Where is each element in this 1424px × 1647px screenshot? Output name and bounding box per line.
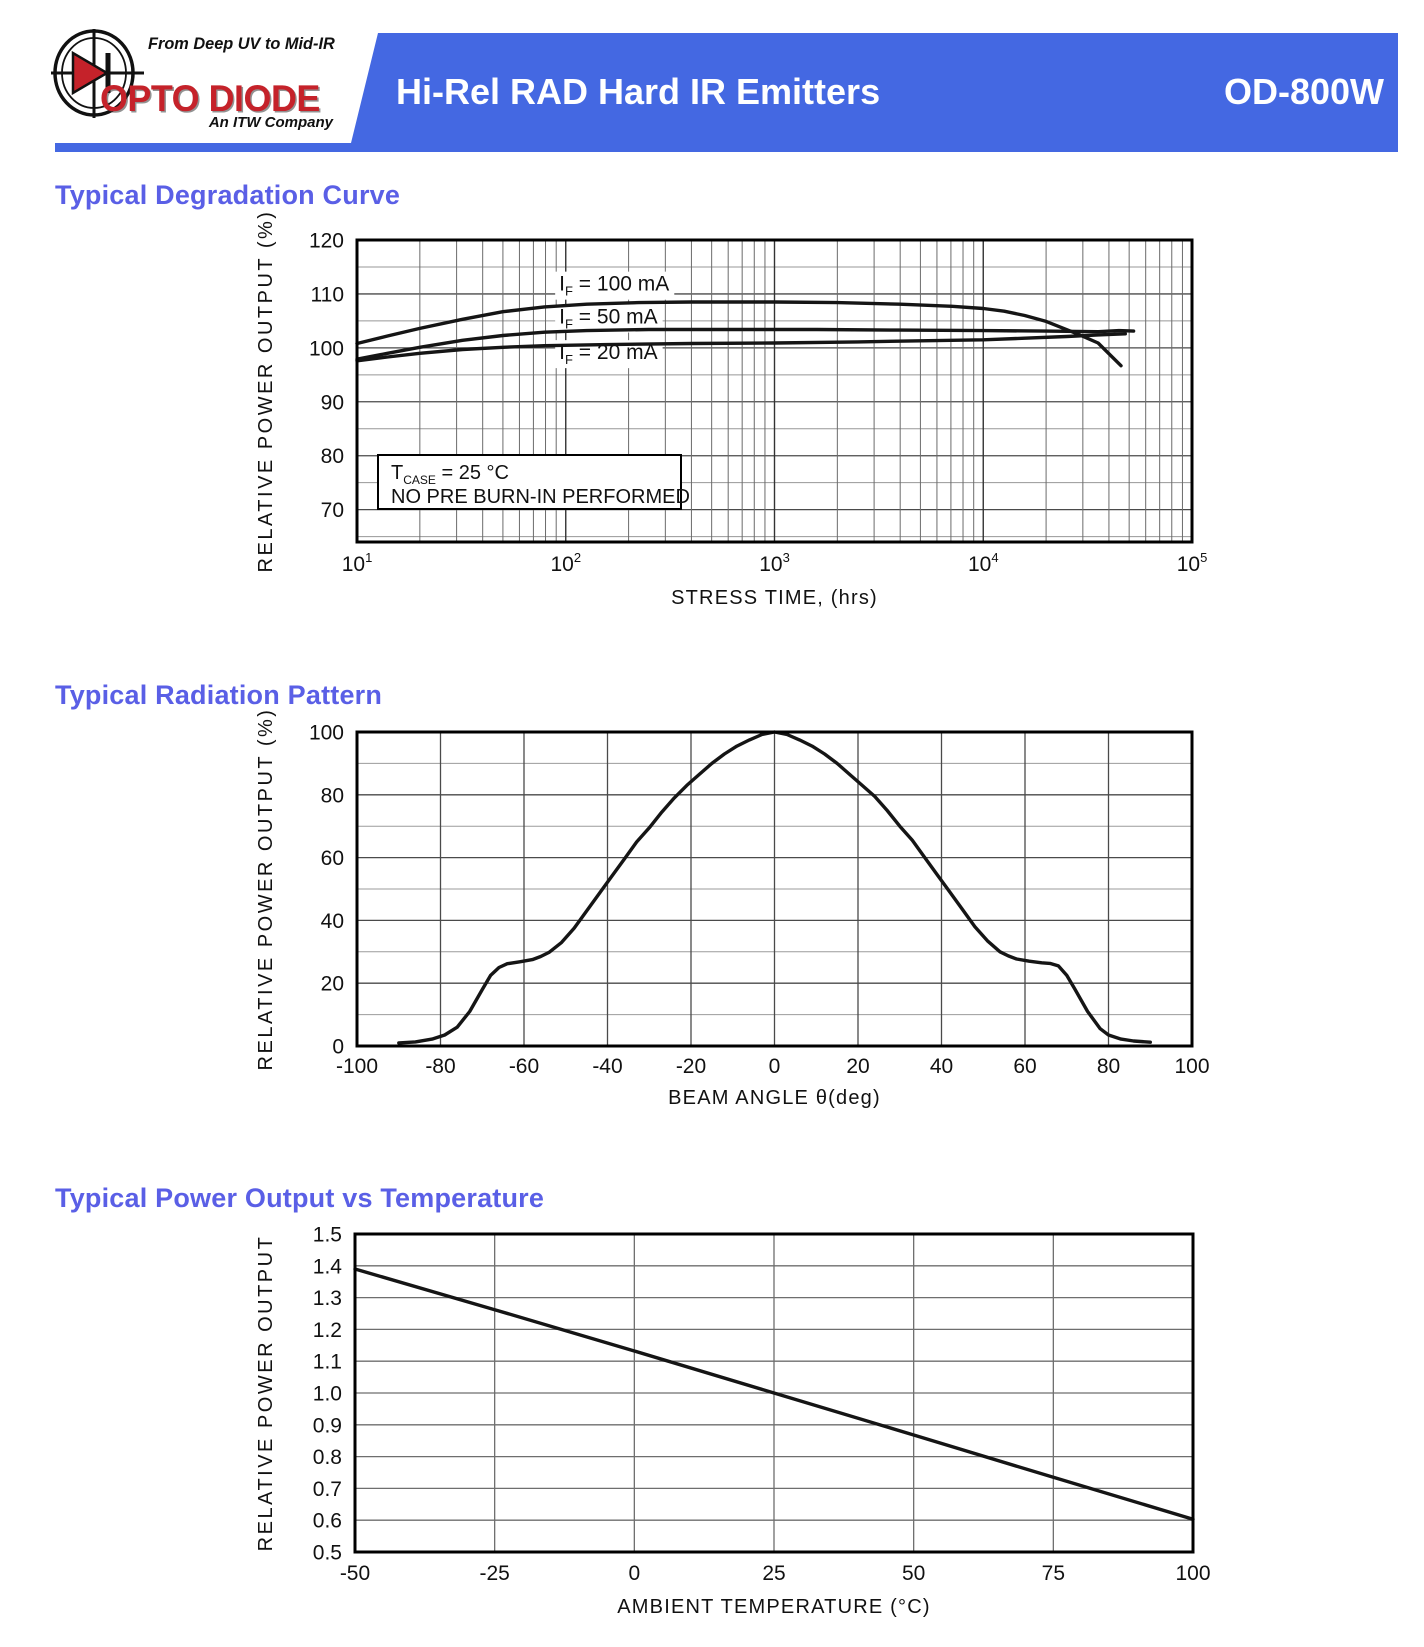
- svg-text:RELATIVE POWER OUTPUT (%): RELATIVE POWER OUTPUT (%): [255, 708, 277, 1071]
- svg-text:20: 20: [846, 1055, 869, 1078]
- svg-text:1.0: 1.0: [313, 1383, 342, 1406]
- svg-text:50: 50: [902, 1562, 925, 1585]
- svg-text:1.4: 1.4: [313, 1255, 343, 1278]
- part-number: OD-800W: [1223, 71, 1384, 112]
- svg-text:NO PRE BURN-IN PERFORMED: NO PRE BURN-IN PERFORMED: [391, 486, 690, 508]
- svg-text:IF = 100 mA: IF = 100 mA: [559, 273, 669, 299]
- document-title: Hi-Rel RAD Hard IR Emitters: [396, 71, 881, 112]
- svg-text:-40: -40: [592, 1055, 622, 1078]
- svg-text:STRESS TIME, (hrs): STRESS TIME, (hrs): [671, 587, 878, 609]
- svg-text:60: 60: [1013, 1055, 1036, 1078]
- section-heading-radiation: Typical Radiation Pattern: [55, 680, 383, 710]
- svg-text:0: 0: [628, 1562, 640, 1585]
- svg-text:IF = 50 mA: IF = 50 mA: [559, 306, 657, 332]
- svg-text:1.5: 1.5: [313, 1224, 342, 1247]
- logo-tagline: From Deep UV to Mid-IR: [148, 34, 335, 53]
- svg-text:RELATIVE POWER OUTPUT: RELATIVE POWER OUTPUT: [255, 1235, 277, 1552]
- svg-text:100: 100: [1174, 1055, 1209, 1078]
- brand-name: OPTO DIODE: [100, 78, 320, 119]
- svg-text:AMBIENT TEMPERATURE (°C): AMBIENT TEMPERATURE (°C): [617, 1596, 931, 1618]
- svg-text:60: 60: [321, 847, 344, 870]
- svg-text:0.6: 0.6: [313, 1510, 342, 1533]
- svg-text:40: 40: [930, 1055, 953, 1078]
- opto-diode-logo-icon: [51, 29, 144, 118]
- svg-text:70: 70: [321, 499, 344, 522]
- svg-text:-50: -50: [340, 1562, 370, 1585]
- svg-text:25: 25: [762, 1562, 785, 1585]
- svg-text:80: 80: [321, 784, 344, 807]
- svg-text:TCASE = 25 °C: TCASE = 25 °C: [391, 462, 509, 487]
- brand-subtitle: An ITW Company: [208, 114, 333, 131]
- svg-text:BEAM ANGLE θ(deg): BEAM ANGLE θ(deg): [668, 1087, 881, 1109]
- svg-text:75: 75: [1042, 1562, 1065, 1585]
- svg-text:101: 101: [342, 550, 373, 576]
- svg-text:0.7: 0.7: [313, 1478, 342, 1501]
- svg-text:-100: -100: [336, 1055, 378, 1078]
- svg-text:-20: -20: [676, 1055, 706, 1078]
- svg-text:1.2: 1.2: [313, 1319, 342, 1342]
- svg-text:120: 120: [309, 230, 344, 253]
- svg-text:40: 40: [321, 910, 344, 933]
- svg-text:-60: -60: [509, 1055, 539, 1078]
- section-heading-temperature: Typical Power Output vs Temperature: [55, 1183, 545, 1213]
- svg-text:0.5: 0.5: [313, 1542, 342, 1565]
- svg-text:RELATIVE POWER OUTPUT (%): RELATIVE POWER OUTPUT (%): [255, 210, 277, 573]
- svg-text:102: 102: [550, 550, 581, 576]
- svg-text:20: 20: [321, 973, 344, 996]
- svg-text:0: 0: [332, 1036, 344, 1059]
- svg-text:100: 100: [1175, 1562, 1210, 1585]
- svg-text:100: 100: [309, 722, 344, 745]
- svg-text:80: 80: [321, 445, 344, 468]
- svg-text:110: 110: [311, 283, 344, 306]
- svg-text:-25: -25: [479, 1562, 509, 1585]
- banner-background: [55, 33, 1398, 152]
- section-heading-degradation: Typical Degradation Curve: [55, 180, 401, 210]
- svg-text:103: 103: [759, 550, 790, 576]
- svg-text:0.8: 0.8: [313, 1446, 342, 1469]
- svg-text:100: 100: [309, 337, 344, 360]
- svg-text:IF = 20 mA: IF = 20 mA: [559, 341, 657, 367]
- svg-text:105: 105: [1177, 550, 1208, 576]
- svg-text:90: 90: [321, 391, 344, 414]
- svg-text:1.1: 1.1: [313, 1351, 342, 1374]
- svg-text:-80: -80: [425, 1055, 455, 1078]
- svg-text:80: 80: [1097, 1055, 1120, 1078]
- svg-text:0: 0: [769, 1055, 781, 1078]
- svg-text:1.3: 1.3: [313, 1287, 342, 1310]
- svg-text:0.9: 0.9: [313, 1414, 342, 1437]
- svg-text:104: 104: [968, 550, 999, 576]
